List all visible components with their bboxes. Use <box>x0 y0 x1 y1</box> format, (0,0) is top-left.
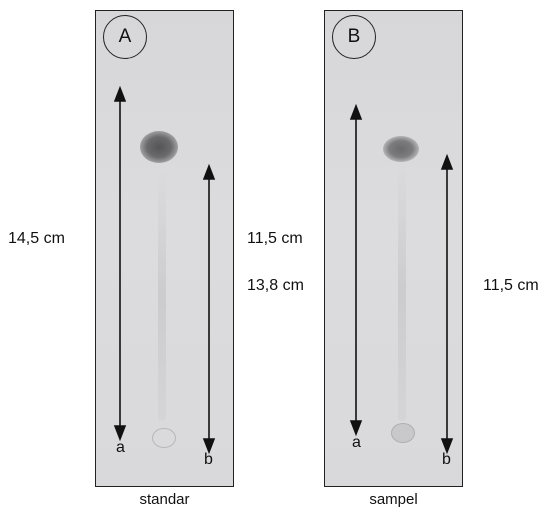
plate-b-main-spot <box>383 136 419 162</box>
plate-a-arrow-b-head-bottom <box>202 438 216 455</box>
plate-a-main-spot <box>140 131 178 163</box>
plate-a-caption: standar <box>139 491 190 508</box>
plate-a-badge: A <box>103 15 147 59</box>
plate-a-arrow-a-head-bottom <box>113 425 127 442</box>
plate-a-arrow-a-head-top <box>113 85 127 102</box>
plate-b-arrow-b-head-bottom <box>440 438 454 455</box>
tlc-plate-sample: B a b <box>324 10 463 487</box>
plate-b-streak <box>398 161 406 421</box>
plate-b-distance-a-label: 13,8 cm <box>247 277 304 294</box>
tlc-plate-standard: A a b <box>95 10 234 487</box>
plate-a-arrow-b-label: b <box>204 451 213 468</box>
plate-b-arrow-a-head-bottom <box>349 420 363 437</box>
plate-b-arrow-a-label: a <box>352 434 361 451</box>
plate-a-arrows <box>113 85 216 455</box>
plate-b-arrow-b-head-top <box>440 153 454 170</box>
plate-a-distance-b-label: 11,5 cm <box>247 230 303 247</box>
plate-a-arrow-a-label: a <box>116 439 125 456</box>
plate-b-arrow-b-label: b <box>442 451 451 468</box>
plate-b-badge: B <box>332 15 376 59</box>
plate-a-distance-a-label: 14,5 cm <box>8 230 65 247</box>
plate-b-arrows <box>349 103 454 455</box>
plate-a-origin <box>152 428 176 448</box>
plate-a-streak <box>158 171 166 421</box>
plate-b-origin <box>391 423 415 443</box>
plate-a-arrow-b-head-top <box>202 163 216 180</box>
plate-b-arrow-a-head-top <box>349 103 363 120</box>
plate-b-caption: sampel <box>369 491 418 508</box>
plate-b-distance-b-label: 11,5 cm <box>483 277 539 294</box>
